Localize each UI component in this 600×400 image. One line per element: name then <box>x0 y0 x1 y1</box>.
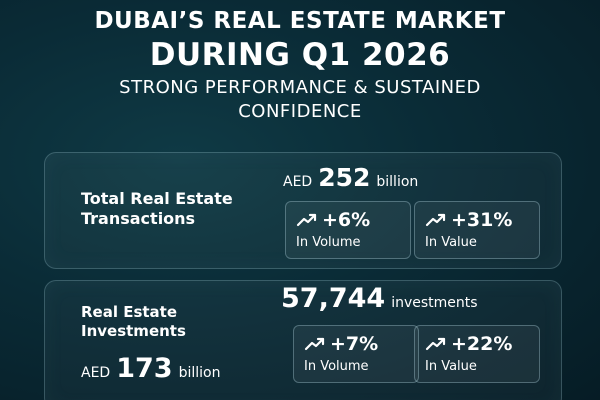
transactions-currency: AED <box>283 174 313 190</box>
investments-value-stat: +22% In Value <box>414 325 540 383</box>
trend-up-icon <box>425 213 446 227</box>
transactions-label: Total Real Estate Transactions <box>81 189 261 229</box>
investments-label-line-1: Real Estate <box>81 303 178 321</box>
transactions-volume-caption: In Volume <box>296 235 361 250</box>
investments-count-value: 57,744 <box>281 283 386 314</box>
investments-currency: AED <box>81 365 111 381</box>
trend-up-icon <box>425 337 446 351</box>
investments-amount: AED 173 billion <box>81 353 220 384</box>
investments-unit: billion <box>178 365 221 381</box>
investments-label: Real Estate Investments <box>81 303 261 341</box>
investments-value-value: +22% <box>451 333 513 355</box>
trend-up-icon <box>296 213 317 227</box>
transactions-volume-stat: +6% In Volume <box>285 201 411 259</box>
investments-value-caption: In Value <box>425 359 477 374</box>
transactions-volume-value: +6% <box>322 209 371 231</box>
transactions-unit: billion <box>376 174 419 190</box>
investments-volume-value: +7% <box>330 333 379 355</box>
investments-volume-stat: +7% In Volume <box>293 325 419 383</box>
investments-count: 57,744 investments <box>281 283 478 314</box>
investments-card: Real Estate Investments 57,744 investment… <box>44 280 562 400</box>
header-title-line: DUBAI’S REAL ESTATE MARKET <box>94 8 506 34</box>
header: DUBAI’S REAL ESTATE MARKET DURING Q1 202… <box>0 6 600 124</box>
investments-volume-caption: In Volume <box>304 359 369 374</box>
transactions-value-value: +31% <box>451 209 513 231</box>
transactions-value-caption: In Value <box>425 235 477 250</box>
header-subtitle-line-2: CONFIDENCE <box>238 101 362 122</box>
header-period: DURING Q1 2026 <box>149 37 451 73</box>
transactions-label-line-1: Total Real Estate <box>81 189 233 208</box>
investments-amount-value: 173 <box>116 353 173 384</box>
trend-up-icon <box>304 337 325 351</box>
header-subtitle-line-1: STRONG PERFORMANCE & SUSTAINED <box>119 77 481 98</box>
transactions-amount-value: 252 <box>318 163 371 192</box>
transactions-amount: AED 252 billion <box>283 163 418 192</box>
transactions-value-stat: +31% In Value <box>414 201 540 259</box>
transactions-label-line-2: Transactions <box>81 209 196 228</box>
investments-label-line-2: Investments <box>81 322 186 340</box>
investments-count-unit: investments <box>391 295 478 311</box>
transactions-card: Total Real Estate Transactions AED 252 bil… <box>44 152 562 269</box>
